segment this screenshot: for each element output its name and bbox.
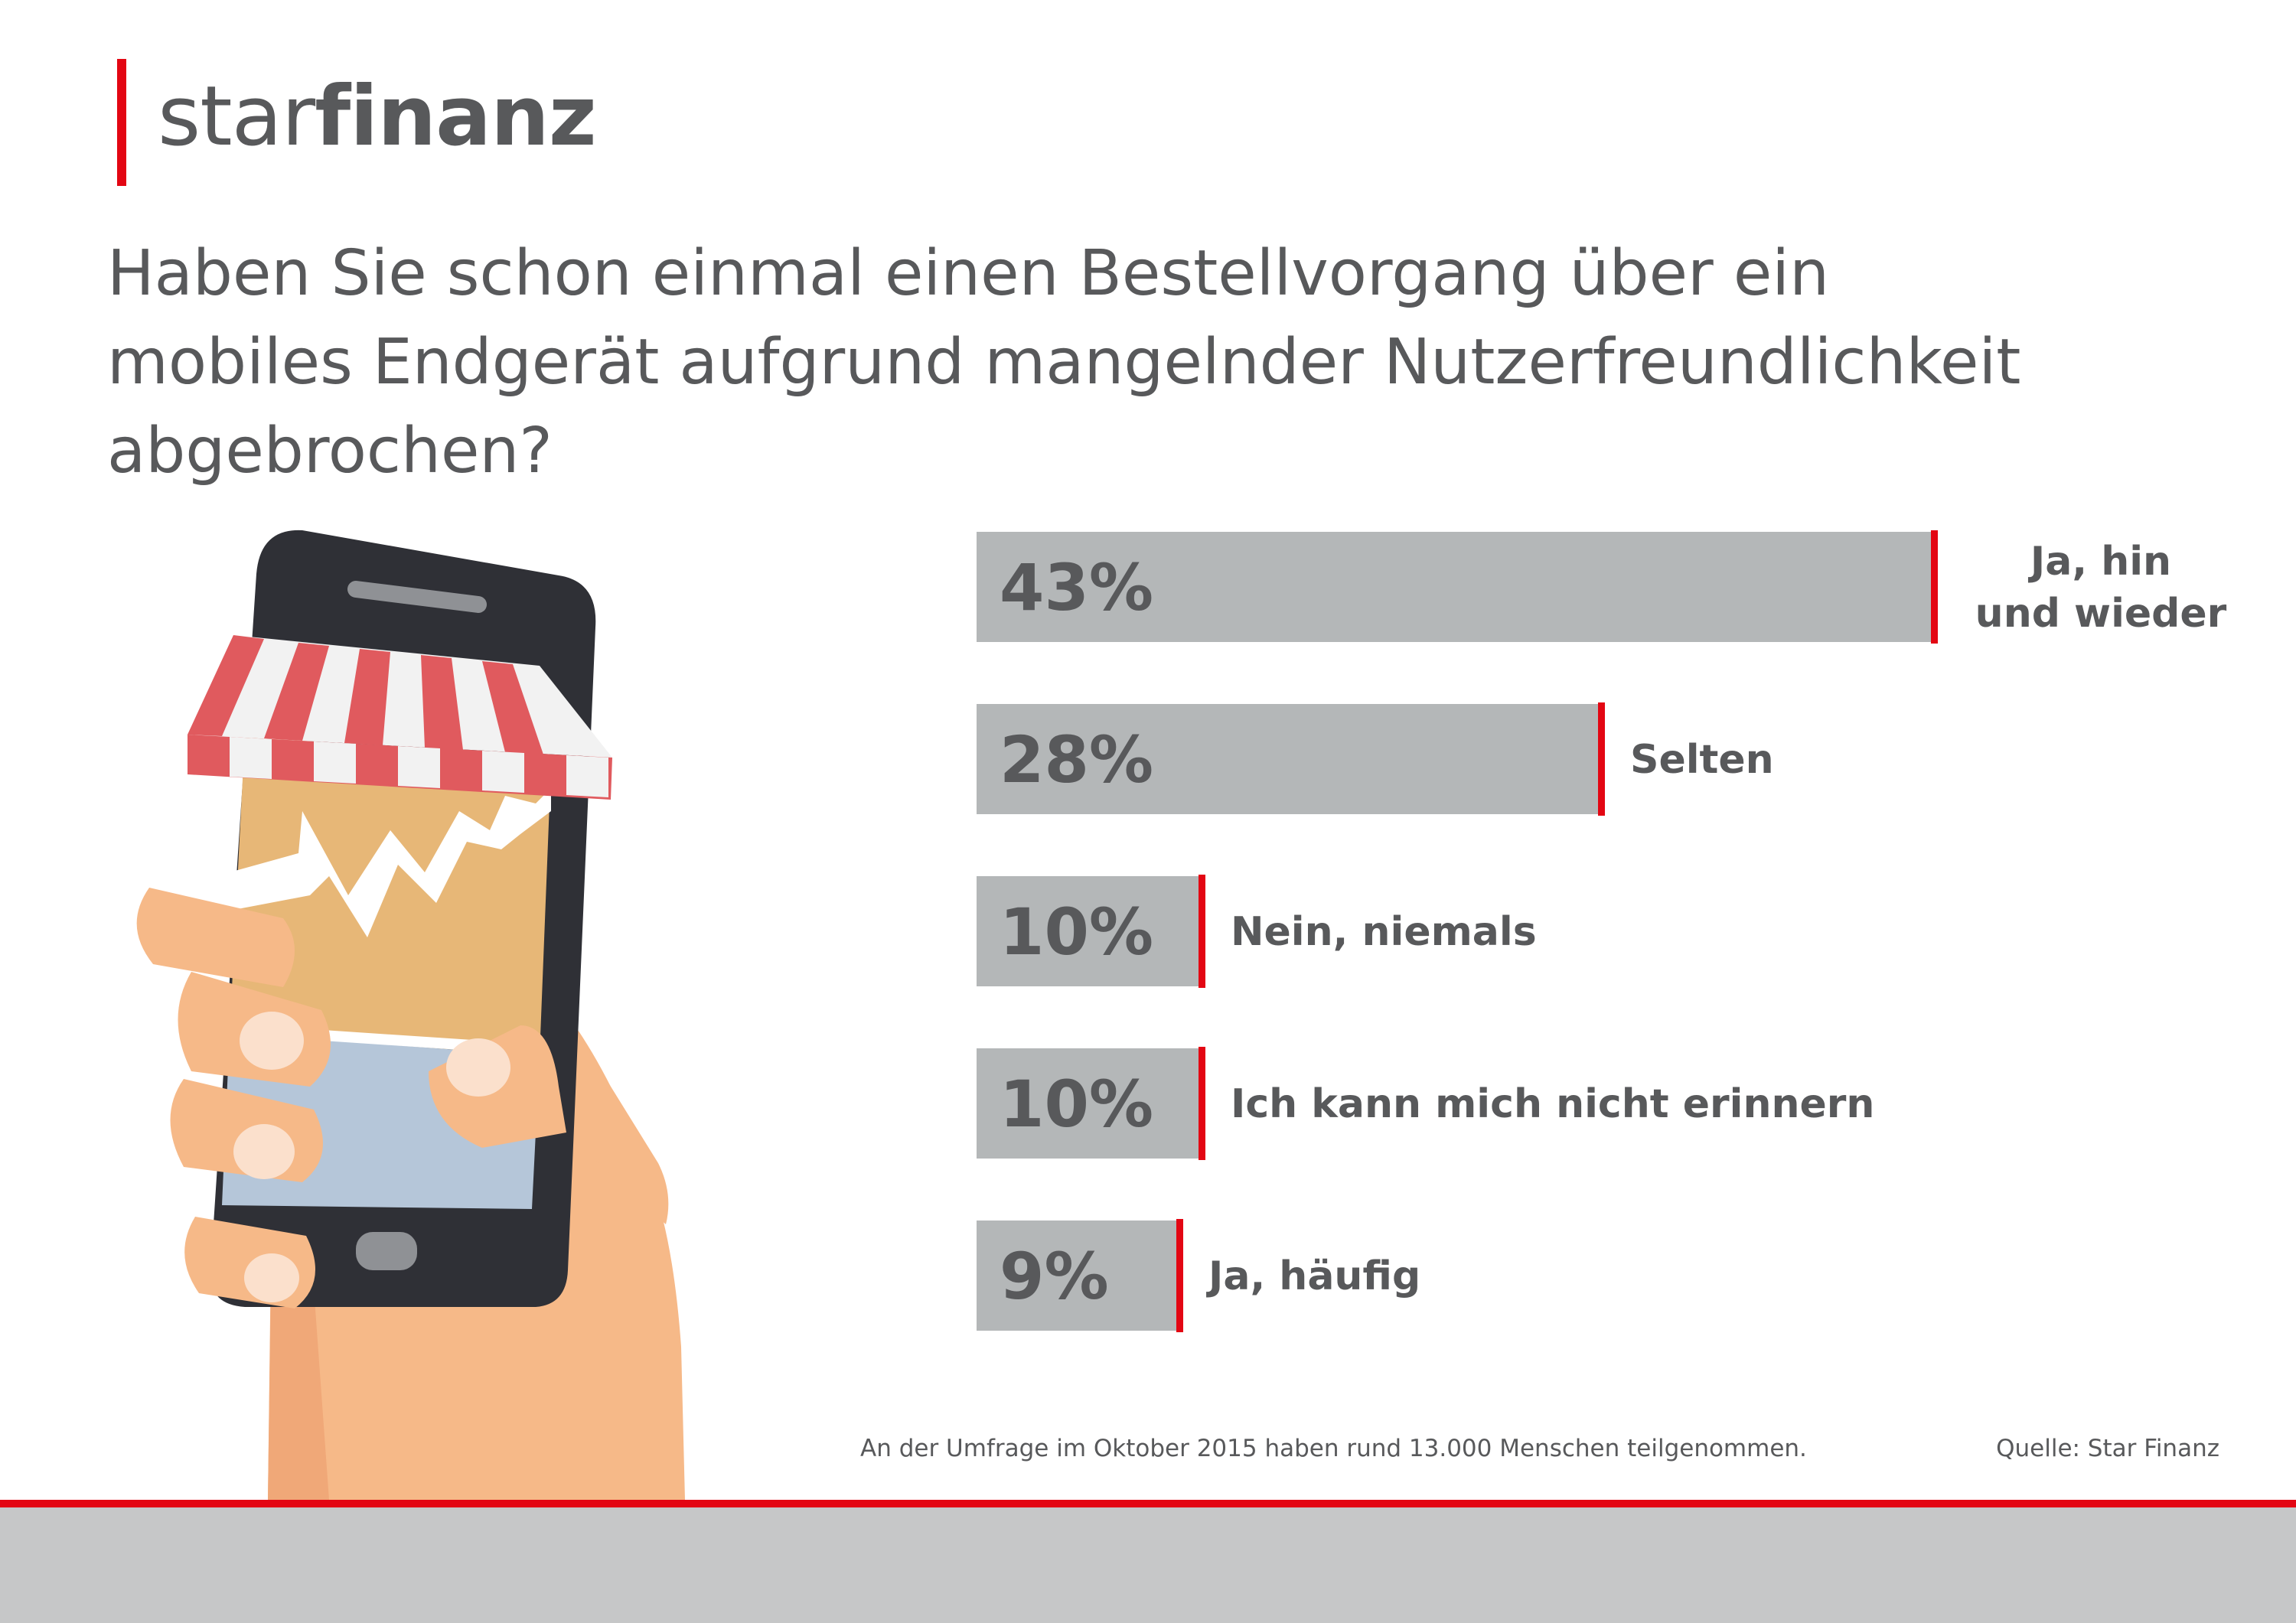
bar-category-label: Ich kann mich nicht erinnern: [1231, 1081, 1874, 1127]
brand-name-bold: finanz: [315, 69, 597, 165]
bar-value-label: 10%: [1000, 1067, 1153, 1142]
brand-name-light: star: [158, 69, 315, 165]
bar: [977, 704, 1598, 814]
chart-title-line: mobiles Endgerät aufgrund mangelnder Nut…: [107, 326, 2021, 399]
bar: [977, 1221, 1176, 1331]
bar-value-label: 10%: [1000, 895, 1153, 970]
bar-marker: [1598, 702, 1605, 816]
bar-category-label: Selten: [1630, 737, 1774, 783]
hand-fingers: [136, 888, 566, 1309]
brand-logo: starfinanz: [158, 67, 597, 167]
source-note: Quelle: Star Finanz: [1996, 1435, 2219, 1462]
chart-title-line: Haben Sie schon einmal einen Bestellvorg…: [107, 237, 1830, 310]
bar-marker: [1199, 875, 1205, 988]
bar-value-label: 9%: [1000, 1239, 1109, 1314]
footer-band: [0, 1507, 2296, 1623]
bar-marker: [1199, 1047, 1205, 1160]
shop-awning-icon: [188, 635, 612, 800]
bar-marker: [1176, 1219, 1183, 1332]
brand-accent-bar: [117, 59, 126, 186]
bar-category-label: und wieder: [1975, 591, 2227, 637]
chart-title: Haben Sie schon einmal einen Bestellvorg…: [107, 230, 2235, 496]
bar-category-label: Ja, hin: [2028, 539, 2171, 585]
bar-category-label: Ja, häufig: [1206, 1253, 1420, 1299]
bar: [977, 876, 1199, 986]
chart-title-line: abgebrochen?: [107, 415, 553, 487]
survey-footnote: An der Umfrage im Oktober 2015 haben run…: [860, 1435, 1807, 1462]
bar-value-label: 28%: [1000, 722, 1153, 797]
bar: [977, 1048, 1199, 1159]
footer-accent-line: [0, 1500, 2296, 1507]
bar-marker: [1931, 530, 1938, 644]
bar-category-label: Nein, niemals: [1231, 909, 1537, 955]
bar: [977, 532, 1931, 642]
bar-value-label: 43%: [1000, 550, 1153, 625]
